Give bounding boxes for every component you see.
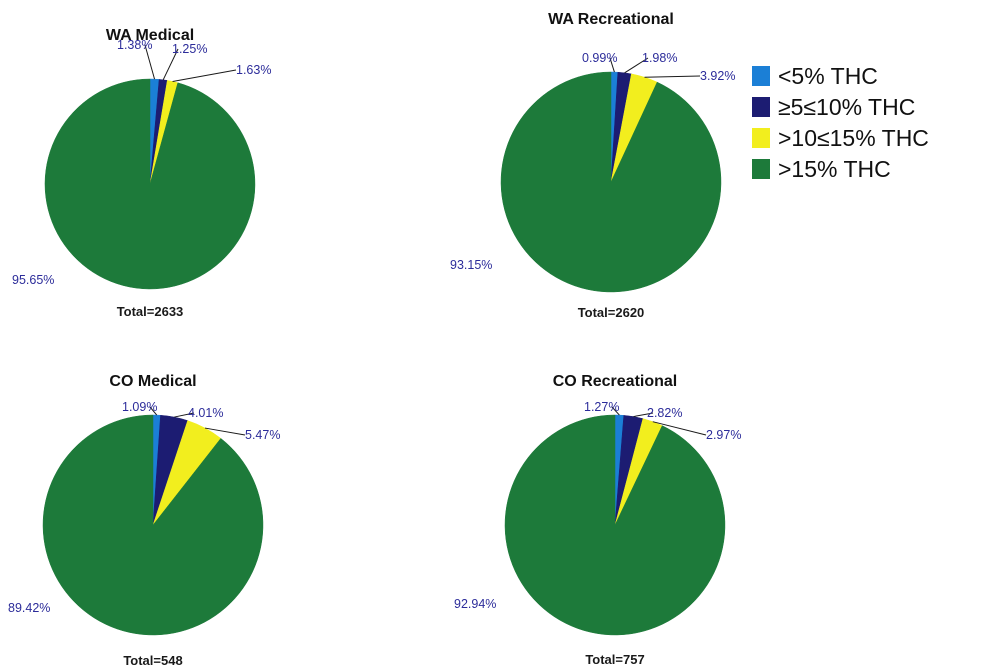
pie-total-label: Total=548 <box>123 653 182 666</box>
leader-line <box>144 44 156 80</box>
leader-line <box>174 412 195 418</box>
leader-line <box>609 57 615 73</box>
leader-line <box>624 57 649 74</box>
leader-line <box>611 406 620 416</box>
pie-slice <box>44 78 256 290</box>
pie-total-label: Total=757 <box>585 652 644 666</box>
legend-label: >15% THC <box>778 156 891 182</box>
slice-value-label: 95.65% <box>12 273 54 287</box>
pie-total-label: Total=2620 <box>578 305 645 320</box>
pie-title: WA Recreational <box>548 11 674 28</box>
legend-label: ≥5≤10% THC <box>778 94 915 120</box>
pie-slice <box>500 71 722 293</box>
slice-value-label: 0.99% <box>582 51 617 65</box>
slice-value-label: 1.63% <box>236 63 271 77</box>
pie-panel: CO Recreational 1.27% 2.82% 2.97% 92.94% Tota… <box>454 373 741 666</box>
slice-value-label: 3.92% <box>700 69 735 83</box>
legend-label: >10≤15% THC <box>778 125 929 151</box>
leader-line <box>633 412 654 418</box>
legend-item: <5% THC <box>752 63 878 89</box>
slice-value-label: 1.27% <box>584 400 619 414</box>
legend-swatch <box>752 97 770 117</box>
leader-line <box>162 48 179 81</box>
pie-slice <box>504 414 726 636</box>
legend-swatch <box>752 66 770 86</box>
pie-slice <box>42 414 264 636</box>
legend-item: >15% THC <box>752 156 891 182</box>
slice-value-label: 2.97% <box>706 428 741 442</box>
pie-title: CO Recreational <box>553 373 677 390</box>
leader-line <box>172 69 237 82</box>
legend-swatch <box>752 128 770 148</box>
pie-title: WA Medical <box>106 27 194 44</box>
leader-line <box>644 75 701 78</box>
slice-value-label: 1.25% <box>172 42 207 56</box>
slice-value-label: 5.47% <box>245 428 280 442</box>
slice-value-label: 2.82% <box>647 406 682 420</box>
legend-swatch <box>752 159 770 179</box>
pie-total-label: Total=2633 <box>117 304 184 319</box>
slice-value-label: 93.15% <box>450 258 492 272</box>
legend-label: <5% THC <box>778 63 878 89</box>
pie-title: CO Medical <box>109 373 196 390</box>
slice-value-label: 4.01% <box>188 406 223 420</box>
leader-line <box>149 406 158 416</box>
leader-line <box>652 421 707 436</box>
pie-panel: WA Recreational 0.99% 1.98% 3.92% 93.15% Tota… <box>450 11 735 320</box>
legend: <5% THC ≥5≤10% THC >10≤15% THC >15% THC <box>752 63 929 182</box>
pie-panel: CO Medical 1.09% 4.01% 5.47% 89.42% Total=548 <box>8 373 280 666</box>
slice-value-label: 1.38% <box>117 38 152 52</box>
legend-item: ≥5≤10% THC <box>752 94 915 120</box>
slice-value-label: 92.94% <box>454 597 496 611</box>
slice-value-label: 89.42% <box>8 601 50 615</box>
leader-line <box>204 427 246 436</box>
slice-value-label: 1.98% <box>642 51 677 65</box>
legend-item: >10≤15% THC <box>752 125 929 151</box>
slice-value-label: 1.09% <box>122 400 157 414</box>
